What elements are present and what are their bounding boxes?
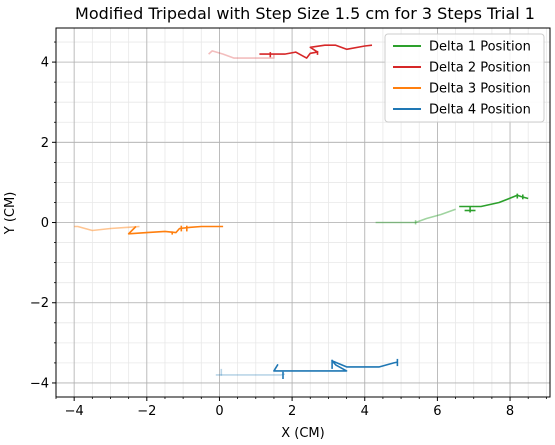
series-layer (74, 44, 529, 379)
x-tick-label: 4 (361, 404, 369, 419)
series-line (273, 360, 398, 372)
y-axis-label: Y (CM) (3, 192, 18, 236)
series-line (259, 44, 373, 59)
x-tick-label: 8 (506, 404, 514, 419)
y-tick-label: −4 (30, 376, 49, 391)
x-tick-label: −4 (65, 404, 84, 419)
legend-label: Delta 1 Position (429, 40, 531, 55)
series-1 (375, 193, 529, 225)
y-tick-label: −2 (30, 296, 49, 311)
x-tick-label: 6 (433, 404, 441, 419)
chart-title: Modified Tripedal with Step Size 1.5 cm … (75, 4, 535, 23)
y-axis: −4 −2 0 2 4 (30, 41, 56, 391)
x-tick-label: −2 (137, 404, 156, 419)
plot-frame (55, 27, 551, 398)
series-line (74, 225, 140, 232)
series-2 (208, 44, 373, 59)
legend-label: Delta 4 Position (429, 103, 531, 118)
x-tick-label: 0 (215, 404, 223, 419)
y-tick-label: 0 (41, 216, 49, 231)
x-axis-label: X (CM) (281, 426, 324, 441)
x-tick-label: 2 (288, 404, 296, 419)
series-3 (74, 225, 224, 235)
series-line (208, 50, 275, 59)
series-line (127, 225, 224, 235)
legend: Delta 1 Position Delta 2 Position Delta 3 … (384, 33, 545, 123)
legend-label: Delta 2 Position (429, 61, 531, 76)
series-line (215, 373, 285, 376)
legend-box (384, 33, 545, 123)
legend-label: Delta 3 Position (429, 82, 531, 97)
series-line (375, 208, 456, 224)
x-axis: −4 −2 0 2 4 6 8 (55, 397, 547, 419)
y-tick-label: 2 (41, 136, 49, 151)
series-4 (215, 358, 399, 379)
y-tick-label: 4 (41, 56, 49, 71)
